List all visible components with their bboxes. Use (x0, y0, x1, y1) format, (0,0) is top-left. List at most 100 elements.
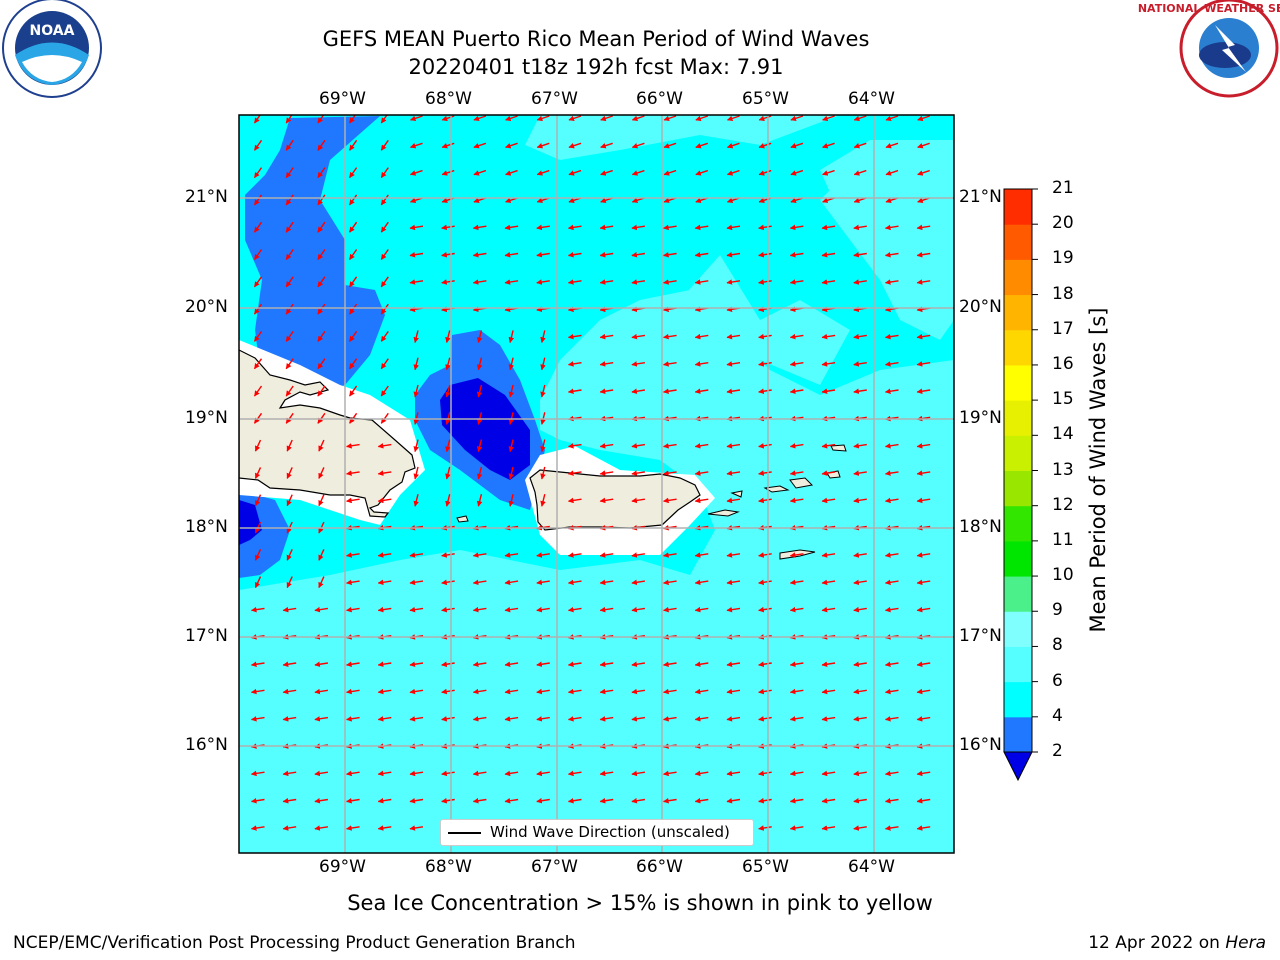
colorbar-tick-label: 15 (1052, 389, 1074, 410)
colorbar-under-extension (1003, 751, 1033, 782)
wind-wave-arrow (694, 224, 709, 231)
wind-wave-arrow (599, 797, 614, 804)
wind-wave-arrow (476, 439, 483, 453)
colorbar-segment (1004, 259, 1032, 296)
wind-wave-arrow (380, 139, 389, 151)
wind-wave-arrow (758, 497, 772, 504)
wind-wave-arrow (726, 470, 741, 476)
wind-wave-arrow (853, 797, 867, 804)
small-island (730, 490, 743, 498)
wind-wave-arrow (254, 494, 262, 507)
wind-wave-arrow (250, 716, 265, 722)
wind-wave-arrow (508, 439, 515, 453)
wind-wave-arrow (250, 606, 265, 613)
wind-wave-arrow (536, 224, 550, 231)
wind-wave-arrow (821, 770, 836, 777)
wind-wave-arrow (821, 606, 836, 613)
wind-wave-arrow (567, 388, 582, 395)
wind-wave-arrow (821, 443, 836, 449)
wind-wave-arrow (853, 115, 867, 122)
wind-wave-arrow (413, 384, 419, 398)
period-6-8-region (900, 230, 954, 330)
wind-wave-arrow (694, 361, 709, 367)
wind-wave-arrow (726, 443, 741, 449)
lon-tick-label: 67°W (531, 89, 578, 109)
wind-wave-arrow (253, 303, 263, 315)
wind-wave-arrow (380, 330, 389, 342)
wind-wave-arrow (349, 249, 358, 260)
wind-wave-arrow (346, 688, 360, 695)
colorbar-segment (1004, 611, 1032, 647)
nws-logo: NATIONAL WEATHER SERVICE (1138, 0, 1280, 98)
wind-wave-arrow (599, 688, 614, 695)
colorbar-tick-label: 8 (1052, 635, 1063, 656)
wind-wave-arrow (726, 606, 741, 613)
wind-wave-arrow (631, 716, 646, 722)
wind-wave-arrow (821, 716, 836, 722)
wind-wave-arrow (789, 716, 804, 722)
lat-tick-label: 19°N (185, 408, 228, 428)
wind-wave-arrow (567, 552, 582, 558)
wind-wave-arrow (409, 825, 424, 831)
wind-wave-arrow (789, 661, 804, 668)
wind-wave-arrow (726, 579, 741, 586)
wind-wave-arrow (314, 825, 329, 831)
small-island (763, 485, 790, 493)
wind-wave-arrow (317, 276, 326, 288)
wind-wave-arrow (916, 279, 931, 285)
wind-wave-arrow (318, 549, 325, 561)
wind-wave-arrow (884, 443, 899, 449)
wind-wave-arrow (884, 251, 899, 258)
wind-wave-arrow (317, 167, 326, 179)
noaa-logo: NOAA (2, 0, 102, 98)
date-stamp: 12 Apr 2022 on Hera (1088, 933, 1266, 953)
wind-wave-arrow (441, 716, 455, 722)
wind-wave-arrow (789, 224, 804, 231)
wind-wave-arrow (377, 661, 392, 668)
wind-wave-arrow (694, 497, 709, 504)
colorbar-segment (1004, 189, 1032, 225)
colorbar (1003, 188, 1038, 782)
wind-wave-arrow (504, 716, 519, 722)
wind-wave-arrow (346, 470, 360, 476)
puerto-rico-land (529, 469, 701, 531)
wind-wave-arrow (758, 825, 772, 831)
wind-wave-arrow (409, 169, 423, 176)
wind-wave-arrow (536, 661, 550, 668)
wind-wave-arrow (758, 388, 772, 395)
map-legend: Wind Wave Direction (unscaled) (440, 819, 754, 846)
wind-wave-arrow (916, 606, 931, 613)
lat-tick-label: 18°N (185, 517, 228, 537)
colorbar-segment (1004, 224, 1032, 260)
wind-wave-arrow (504, 606, 519, 613)
wind-wave-arrow (789, 688, 804, 695)
wind-wave-arrow (282, 661, 297, 668)
wind-wave-arrow (821, 552, 836, 558)
wind-wave-arrow (441, 279, 455, 285)
wind-wave-arrow (285, 303, 294, 315)
wind-wave-arrow (853, 661, 867, 668)
wind-wave-arrow (441, 251, 455, 258)
wind-wave-arrow (314, 770, 329, 777)
wind-wave-arrow (508, 357, 515, 371)
wind-wave-arrow (536, 115, 550, 122)
wind-wave-arrow (377, 552, 392, 558)
lon-tick-label: 68°W (425, 857, 472, 877)
wind-wave-arrow (380, 303, 389, 315)
wind-wave-arrow (853, 388, 867, 395)
lon-tick-label: 66°W (636, 89, 683, 109)
colorbar-segment (1004, 400, 1032, 436)
wind-wave-arrow (285, 330, 294, 342)
wind-wave-arrow (916, 443, 931, 449)
period-6-8-region (680, 255, 850, 385)
wind-wave-arrow (377, 443, 392, 449)
wind-wave-arrow (445, 357, 451, 371)
wind-wave-arrow (445, 466, 451, 480)
wind-wave-arrow (853, 606, 867, 613)
wind-wave-arrow (726, 688, 741, 695)
wind-wave-arrow (346, 497, 360, 504)
wind-wave-arrow (317, 358, 326, 370)
wind-wave-arrow (317, 249, 326, 260)
wind-wave-arrow (631, 688, 646, 695)
wind-wave-arrow (694, 579, 709, 586)
